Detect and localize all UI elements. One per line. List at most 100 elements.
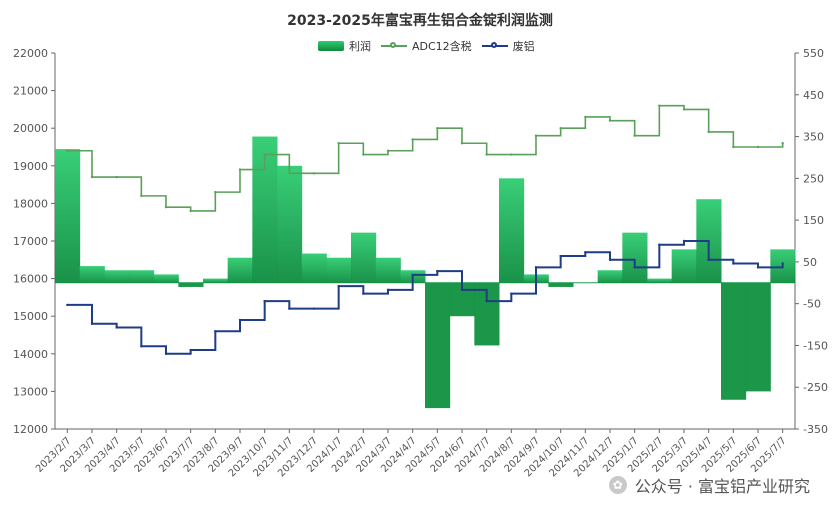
- series-point-adc12: [732, 145, 735, 149]
- y-left-tick-label: 17000: [13, 235, 48, 248]
- legend-label-adc12: ADC12含税: [412, 40, 472, 53]
- series-point-adc12: [386, 149, 390, 152]
- profit-mark: [721, 282, 747, 400]
- series-point-scrap: [633, 266, 636, 269]
- series-point-scrap: [312, 307, 316, 310]
- series-point-scrap: [263, 299, 266, 303]
- profit-mark: [425, 282, 451, 409]
- series-point-adc12: [436, 127, 439, 130]
- series-point-adc12: [460, 142, 464, 145]
- profit-mark: [745, 282, 771, 392]
- y-right-tick-label: 350: [803, 131, 824, 144]
- watermark: ✿ 公众号 · 富宝铝产业研究: [608, 473, 810, 497]
- legend-item-profit[interactable]: 利润: [318, 38, 371, 54]
- series-point-adc12: [707, 130, 710, 134]
- series-point-scrap: [756, 266, 760, 269]
- profit-mark: [597, 270, 623, 283]
- profit-mark: [351, 232, 377, 283]
- series-point-adc12: [781, 142, 784, 145]
- y-left-tick-label: 12000: [13, 423, 48, 436]
- profit-mark: [153, 274, 179, 283]
- series-point-adc12: [682, 108, 686, 111]
- series-point-scrap: [238, 318, 242, 322]
- y-left-tick-label: 15000: [13, 310, 48, 323]
- series-point-adc12: [288, 172, 291, 175]
- series-point-adc12: [658, 104, 661, 107]
- legend-swatch-scrap: [481, 42, 508, 48]
- series-point-adc12: [140, 194, 143, 198]
- y-right-tick-label: -150: [803, 339, 828, 352]
- series-point-scrap: [559, 254, 562, 258]
- series-point-adc12: [66, 149, 69, 152]
- series-point-adc12: [189, 209, 192, 213]
- chart-title: 2023-2025年富宝再生铝合金锭利润监测: [287, 13, 553, 29]
- series-point-adc12: [584, 115, 587, 119]
- y-right-tick-label: 250: [803, 172, 824, 185]
- series-point-adc12: [90, 175, 94, 179]
- series-point-adc12: [510, 153, 513, 156]
- y-right-tick-label: -350: [803, 423, 828, 436]
- series-point-scrap: [436, 269, 439, 273]
- profit-mark: [671, 249, 697, 283]
- series-point-scrap: [90, 322, 94, 325]
- series-point-scrap: [485, 299, 488, 303]
- y-left-tick-label: 19000: [13, 160, 48, 173]
- y-right-tick-label: 550: [803, 47, 824, 60]
- series-point-scrap: [534, 266, 538, 269]
- series-point-adc12: [411, 138, 414, 141]
- series-point-adc12: [756, 145, 760, 149]
- legend-label-scrap: 废铝: [512, 40, 535, 53]
- y-right-tick-label: 450: [803, 89, 824, 102]
- profit-mark: [178, 282, 204, 287]
- profit-mark: [203, 278, 229, 283]
- y-left-tick-label: 22000: [13, 47, 48, 60]
- series-point-scrap: [140, 345, 143, 348]
- profit-mark: [622, 232, 648, 283]
- profit-mark: [104, 270, 130, 283]
- series-point-scrap: [707, 258, 710, 261]
- series-point-scrap: [164, 352, 168, 355]
- series-point-scrap: [386, 288, 390, 292]
- chart-legend: 利润 ADC12含税 废铝: [318, 38, 545, 54]
- series-point-adc12: [263, 153, 266, 156]
- series-point-scrap: [337, 284, 340, 288]
- series-point-scrap: [584, 251, 587, 254]
- y-left-tick-label: 13000: [13, 385, 48, 398]
- profit-mark: [277, 165, 303, 283]
- legend-item-adc12[interactable]: ADC12含税: [381, 38, 472, 54]
- y-left-tick-label: 14000: [13, 348, 48, 361]
- series-point-adc12: [115, 175, 118, 179]
- series-point-adc12: [337, 142, 340, 145]
- legend-item-scrap[interactable]: 废铝: [481, 38, 535, 54]
- series-point-scrap: [66, 303, 69, 307]
- series-line-scrap: [67, 240, 784, 355]
- wechat-icon: ✿: [608, 476, 627, 494]
- y-left-tick-label: 21000: [13, 85, 48, 98]
- series-point-adc12: [485, 153, 488, 156]
- series-point-scrap: [510, 292, 513, 295]
- series-point-scrap: [362, 292, 365, 295]
- legend-swatch-profit: [318, 41, 344, 51]
- profit-mark: [227, 257, 253, 283]
- series-point-adc12: [534, 134, 538, 137]
- series-point-scrap: [288, 307, 291, 310]
- profit-mark: [647, 278, 673, 283]
- legend-label-profit: 利润: [349, 40, 371, 53]
- series-point-scrap: [189, 348, 192, 352]
- series-point-adc12: [214, 190, 217, 194]
- series-point-scrap: [682, 239, 686, 243]
- y-left-tick-label: 20000: [13, 122, 48, 135]
- y-left-tick-label: 16000: [13, 273, 48, 286]
- profit-mark: [548, 282, 574, 287]
- y-left-tick-label: 18000: [13, 197, 48, 210]
- series-point-adc12: [312, 172, 316, 175]
- watermark-text: 公众号 · 富宝铝产业研究: [634, 477, 810, 496]
- series-point-scrap: [115, 326, 118, 329]
- series-line-adc12: [67, 104, 784, 212]
- series-point-adc12: [164, 205, 168, 209]
- series-point-adc12: [559, 127, 562, 130]
- profit-mark: [129, 270, 155, 283]
- series-point-scrap: [214, 330, 217, 333]
